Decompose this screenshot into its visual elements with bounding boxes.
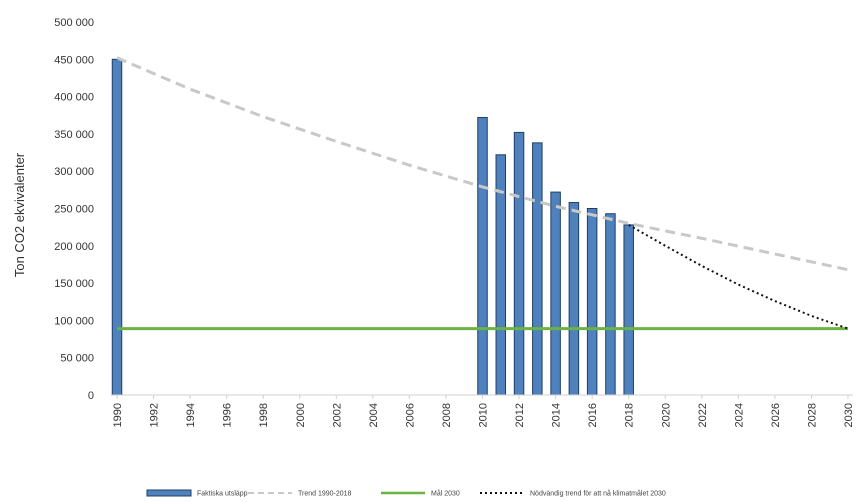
y-tick-label: 250 000 (54, 204, 94, 216)
x-tick-label: 2018 (624, 403, 636, 427)
x-tick-label: 2012 (514, 403, 526, 427)
x-tick-label: 1996 (222, 403, 234, 427)
x-tick-label: 1998 (258, 403, 270, 427)
legend-label: Trend 1990-2018 (298, 491, 352, 498)
x-tick-label: 2000 (295, 403, 307, 427)
bar-2013 (532, 142, 543, 396)
required-trend-line (628, 224, 849, 330)
x-tick-label: 1990 (112, 403, 124, 427)
x-tick-label: 2028 (806, 403, 818, 427)
bar-series (111, 58, 634, 396)
y-tick-label: 150 000 (54, 278, 94, 290)
x-tick-label: 2008 (441, 403, 453, 427)
y-tick-label: 300 000 (54, 166, 94, 178)
legend-label: Faktiska utsläpp (197, 491, 248, 498)
bar-2018 (623, 224, 634, 396)
line-series (116, 56, 849, 331)
y-tick-label: 500 000 (54, 17, 94, 29)
bar-2012 (513, 131, 525, 396)
y-tick-label: 50 000 (60, 353, 94, 365)
y-tick-label: 350 000 (54, 129, 94, 141)
bar-2015 (568, 202, 580, 396)
x-tick-label: 2004 (368, 403, 380, 427)
bar-2014 (550, 191, 561, 396)
y-tick-label: 0 (88, 390, 94, 402)
y-tick-label: 450 000 (54, 54, 94, 66)
x-tick-label: 2030 (843, 403, 855, 427)
legend-label: Mål 2030 (431, 490, 460, 498)
x-tick-label: 2022 (697, 403, 709, 427)
x-tick-label: 1992 (149, 403, 161, 427)
x-tick-label: 1994 (185, 403, 197, 427)
bar-2016 (586, 208, 598, 396)
legend-swatch-bar (146, 489, 192, 497)
x-tick-label: 2026 (770, 403, 782, 427)
x-axis-ticks: 1990 1992 1994 1996 1998 2000 2002 2004 2006 2008… (112, 395, 855, 427)
y-axis-ticks: 0 50 000 100 000 150 000 200 000 250 000 300 0… (54, 17, 94, 402)
y-axis-title: Ton CO2 ekvivalenter (12, 152, 27, 277)
y-tick-label: 100 000 (54, 315, 94, 327)
x-tick-label: 2006 (404, 403, 416, 427)
x-tick-label: 2020 (660, 403, 672, 427)
bar-2017 (605, 213, 616, 396)
x-tick-label: 2024 (733, 403, 745, 427)
x-tick-label: 2010 (478, 403, 490, 427)
x-tick-label: 2002 (331, 403, 343, 427)
bar-1990 (111, 58, 123, 396)
x-tick-label: 2014 (551, 403, 563, 427)
bar-2010 (477, 116, 488, 396)
legend-label: Nödvändig trend för att nå klimatmålet 2… (530, 490, 666, 498)
trend-line (116, 56, 849, 272)
legend: Faktiska utsläpp Trend 1990-2018 Mål 2030 N… (146, 489, 666, 498)
x-tick-label: 2016 (587, 403, 599, 427)
y-tick-label: 400 000 (54, 92, 94, 104)
y-tick-label: 200 000 (54, 241, 94, 253)
